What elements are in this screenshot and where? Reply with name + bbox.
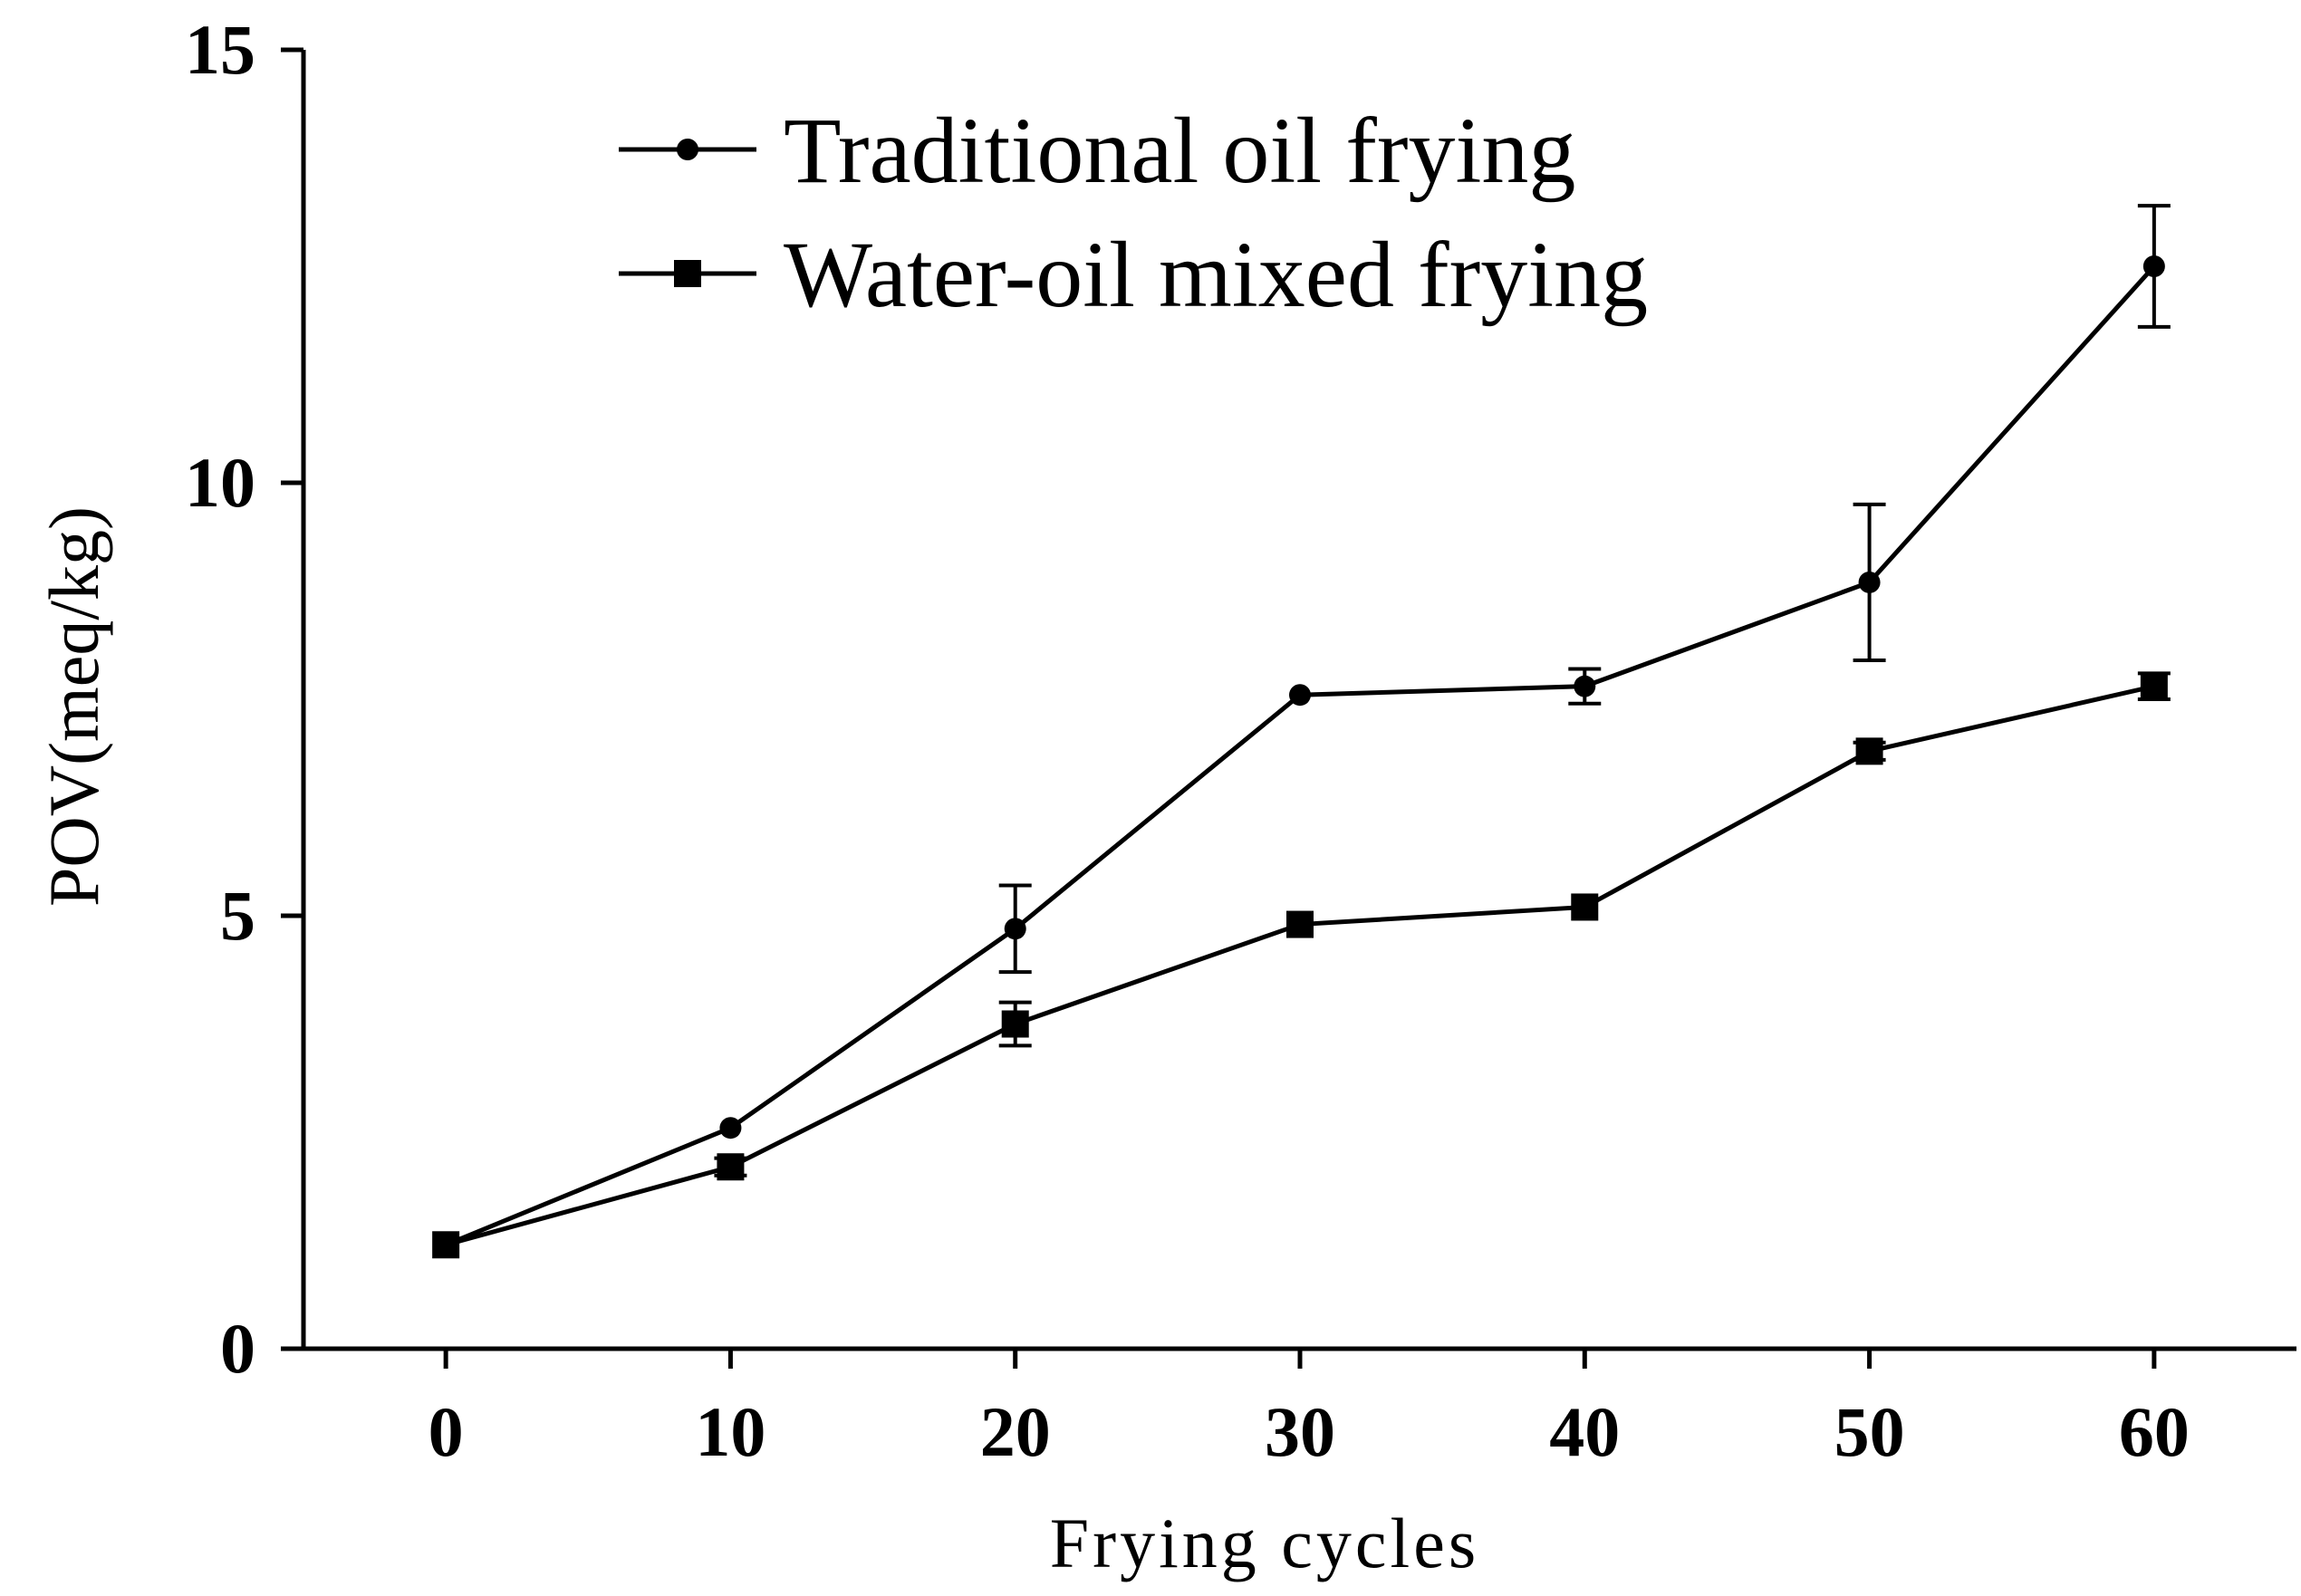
y-tick-label: 0: [220, 1309, 255, 1388]
series-layer: [432, 204, 2171, 1259]
x-tick-label: 30: [1265, 1392, 1335, 1471]
legend: Traditional oil frying Water-oil mixed fr…: [619, 99, 1648, 327]
series-line: [445, 684, 2155, 1247]
x-tick-label: 60: [2119, 1392, 2190, 1471]
data-point-circle: [1004, 918, 1026, 940]
legend-marker-circle: [677, 139, 698, 160]
data-point-circle: [1574, 675, 1596, 697]
y-tick-label: 5: [220, 876, 255, 955]
data-point-circle: [1858, 571, 1881, 593]
x-tick-label: 10: [695, 1392, 765, 1471]
data-point-square: [1855, 737, 1883, 765]
series-line: [445, 264, 2156, 1247]
data-point-circle: [1289, 684, 1311, 707]
series-1: [435, 204, 2171, 1256]
x-tick-label: 40: [1549, 1392, 1620, 1471]
data-point-square: [2140, 672, 2168, 700]
data-point-square: [717, 1153, 745, 1181]
x-axis-title: Frying cycles: [1050, 1504, 1479, 1582]
x-tick-label: 0: [428, 1392, 464, 1471]
data-point-circle: [2142, 255, 2165, 277]
x-tick-label: 50: [1834, 1392, 1905, 1471]
legend-label: Traditional oil frying: [784, 99, 1575, 203]
data-point-square: [1001, 1010, 1029, 1038]
legend-entry-2: Water-oil mixed frying: [619, 223, 1648, 327]
y-tick-label: 10: [185, 443, 255, 522]
data-point-square: [1286, 910, 1314, 938]
data-point-circle: [719, 1117, 742, 1139]
axes: 0 10 20 30 40 50 60 0 5 10 15: [185, 10, 2296, 1471]
data-point-square: [432, 1231, 460, 1259]
legend-marker-square: [674, 260, 701, 287]
y-axis-title: POV(meq/kg): [34, 506, 113, 907]
series-2: [432, 671, 2171, 1259]
legend-label: Water-oil mixed frying: [784, 223, 1648, 327]
legend-entry-1: Traditional oil frying: [619, 99, 1575, 203]
y-tick-label: 15: [185, 10, 255, 89]
x-tick-label: 20: [980, 1392, 1051, 1471]
data-point-square: [1571, 893, 1599, 921]
